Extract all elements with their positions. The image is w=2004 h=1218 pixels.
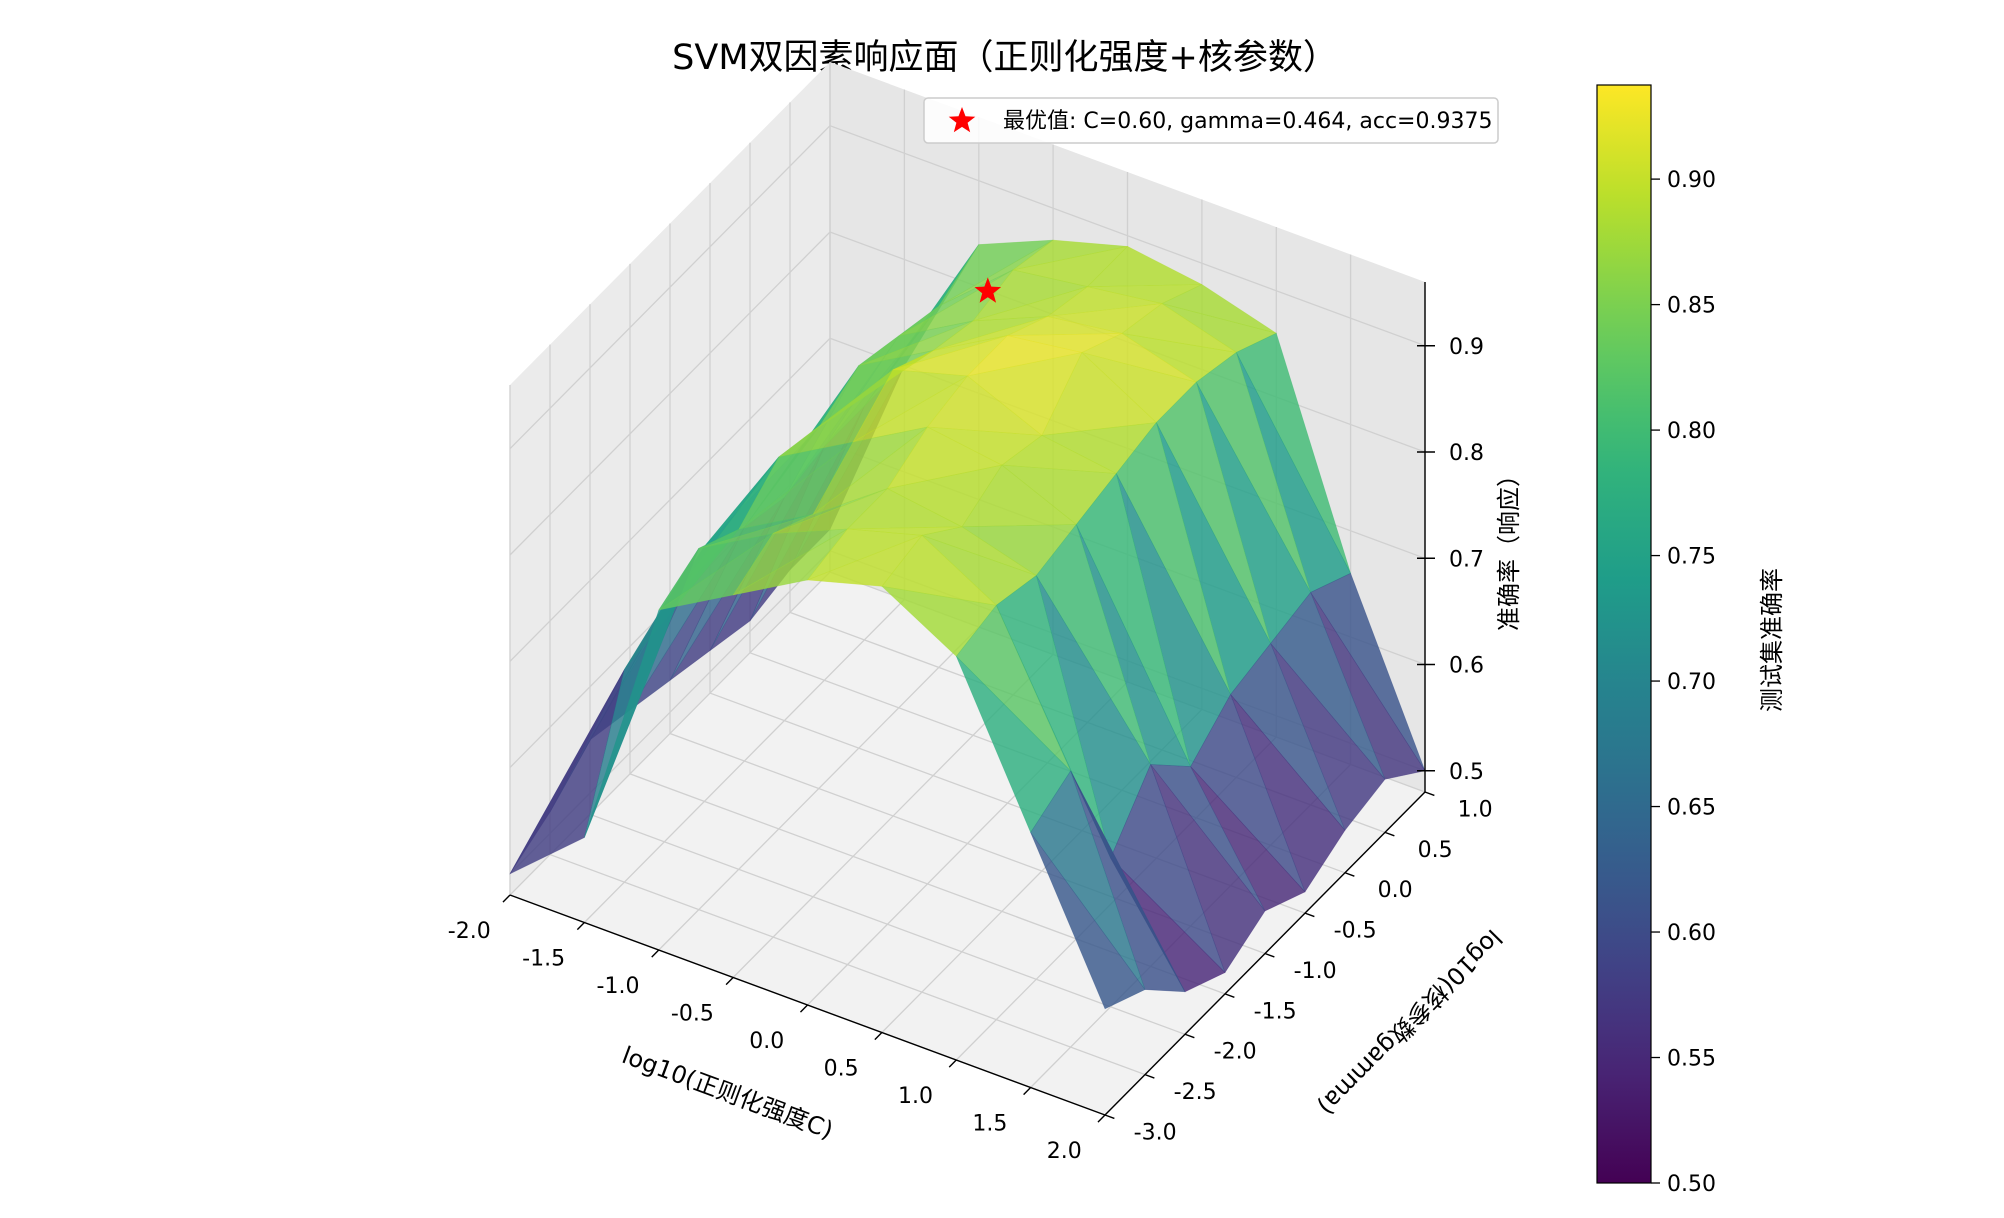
y-axis-label: log10(核参数gamma)	[1312, 924, 1507, 1121]
z-axis-label: 准确率（响应）	[1495, 463, 1523, 631]
colorbar-ticks: 0.50 0.55 0.60 0.65 0.70 0.75 0.80 0.85 0.90	[1651, 168, 1716, 1197]
colorbar-tick-label: 0.60	[1667, 921, 1716, 946]
x-tick	[1023, 1087, 1032, 1096]
z-tick-label: 0.9	[1449, 335, 1484, 360]
x-tick	[799, 1004, 808, 1013]
surface-face	[1030, 832, 1146, 1010]
z-tick-label: 0.8	[1449, 441, 1484, 466]
colorbar-label: 测试集准确率	[1758, 568, 1786, 712]
x-tick-label: -0.5	[671, 1001, 714, 1026]
x-tick-label: 0.5	[824, 1056, 859, 1081]
x-tick	[948, 1059, 957, 1068]
x-axis-label: log10(正则化强度C)	[618, 1041, 836, 1144]
x-tick	[651, 949, 660, 958]
legend-label: 最优值: C=0.60, gamma=0.464, acc=0.9375	[1003, 109, 1492, 134]
colorbar-tick-label: 0.90	[1667, 168, 1716, 193]
y-tick	[1344, 872, 1355, 877]
colorbar-tick-label: 0.85	[1667, 294, 1716, 319]
z-tick-label: 0.6	[1449, 654, 1484, 679]
x-tick-label: -1.5	[522, 946, 565, 971]
colorbar-tick-label: 0.55	[1667, 1047, 1716, 1072]
colorbar-tick-label: 0.80	[1667, 419, 1716, 444]
legend-frame	[923, 97, 1499, 144]
y-tick-label: 0.0	[1378, 878, 1413, 903]
colorbar: 0.50 0.55 0.60 0.65 0.70 0.75 0.80 0.85 0.90 测试集…	[1596, 84, 1786, 1197]
chart-title: SVM双因素响应面（正则化强度+核参数）	[672, 38, 1338, 78]
x-tick	[1097, 1114, 1106, 1123]
x-tick	[874, 1032, 883, 1041]
y-tick-label: -2.5	[1174, 1080, 1217, 1105]
y-tick	[1424, 791, 1435, 797]
y-tick	[1144, 1073, 1155, 1079]
x-tick-label: 1.5	[972, 1111, 1007, 1136]
legend: 最优值: C=0.60, gamma=0.464, acc=0.9375	[923, 97, 1499, 144]
x-tick	[502, 894, 511, 903]
y-tick-label: -1.0	[1294, 959, 1337, 984]
x-tick	[576, 922, 585, 931]
y-tick-label: 1.0	[1458, 797, 1493, 822]
y-tick	[1184, 1033, 1195, 1039]
z-tick-label: 0.5	[1449, 760, 1484, 785]
z-tick-label: 0.7	[1449, 547, 1484, 572]
response-surface	[509, 239, 1426, 1010]
y-tick-label: -2.0	[1214, 1040, 1257, 1065]
x-tick-label: -2.0	[448, 919, 491, 944]
colorbar-gradient	[1596, 84, 1652, 1184]
legend-star-marker	[948, 107, 976, 133]
axes-ticks: -2.0-1.5-1.0-0.50.00.51.01.52.0-3.0-2.5-…	[448, 335, 1493, 1164]
colorbar-tick-label: 0.50	[1667, 1172, 1716, 1197]
y-tick-label: -1.5	[1254, 999, 1297, 1024]
colorbar-tick-label: 0.65	[1667, 796, 1716, 821]
y-tick	[1224, 993, 1235, 998]
colorbar-tick-label: 0.70	[1667, 670, 1716, 695]
x-tick-label: 2.0	[1047, 1139, 1082, 1164]
y-tick	[1384, 831, 1395, 837]
y-tick	[1304, 912, 1315, 918]
best-point-star	[974, 277, 1002, 303]
y-tick-label: 0.5	[1418, 838, 1453, 863]
y-tick	[1104, 1114, 1115, 1120]
x-tick	[725, 977, 734, 986]
colorbar-tick-label: 0.75	[1667, 545, 1716, 570]
y-tick	[1264, 952, 1275, 958]
x-tick-label: -1.0	[597, 974, 640, 999]
z-gridline	[509, 124, 1426, 450]
y-tick-label: -0.5	[1334, 919, 1377, 944]
x-tick-label: 0.0	[749, 1029, 784, 1054]
y-tick-label: -3.0	[1134, 1120, 1177, 1145]
best-point-marker	[974, 277, 1002, 303]
x-tick-label: 1.0	[898, 1084, 933, 1109]
